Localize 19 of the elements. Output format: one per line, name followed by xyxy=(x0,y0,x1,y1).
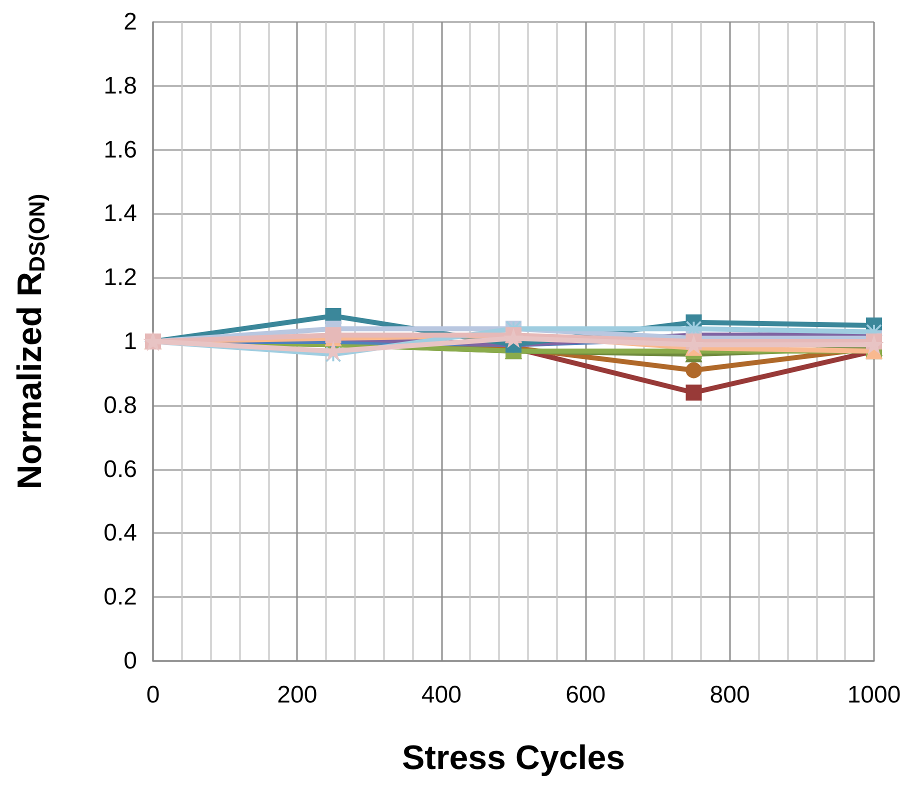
x-tick-label: 800 xyxy=(710,682,750,708)
x-tick-label: 1000 xyxy=(847,682,901,708)
y-tick-label: 1.6 xyxy=(104,136,137,164)
y-tick-label: 2 xyxy=(124,8,137,36)
y-tick-label: 0.8 xyxy=(104,392,137,419)
x-axis-title: Stress Cycles xyxy=(402,739,626,777)
y-tick-label: 1.8 xyxy=(104,72,137,100)
x-tick-label: 200 xyxy=(277,682,318,708)
y-tick-label: 0.4 xyxy=(104,520,137,547)
y-tick-label: 1 xyxy=(124,328,137,355)
y-tick-label: 1.2 xyxy=(104,264,137,292)
x-tick-label: 400 xyxy=(421,682,462,708)
y-axis-title: Normalized RDS(ON) xyxy=(11,194,50,490)
y-tick-label: 1.4 xyxy=(104,200,137,228)
y-tick-label: 0.2 xyxy=(104,584,137,611)
x-tick-label: 600 xyxy=(566,682,606,708)
x-tick-label: 0 xyxy=(146,682,160,708)
y-tick-label: 0 xyxy=(124,648,137,674)
y-tick-label: 0.6 xyxy=(104,456,137,483)
